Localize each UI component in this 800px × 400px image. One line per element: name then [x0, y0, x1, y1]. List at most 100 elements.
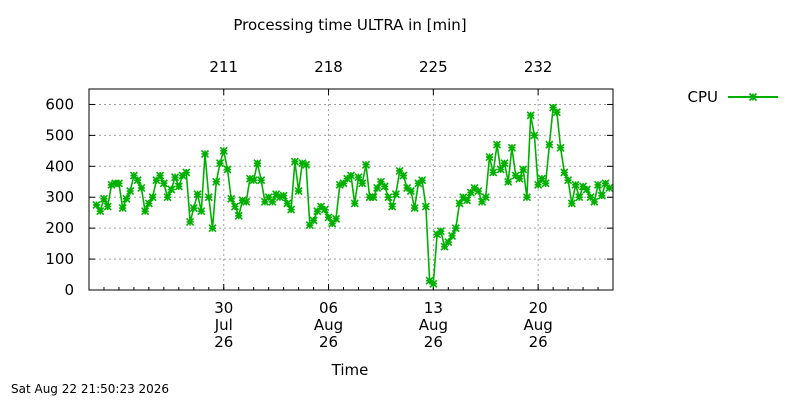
data-point — [500, 159, 509, 168]
y-tick-label: 300 — [45, 188, 74, 206]
data-point — [537, 174, 546, 183]
data-point — [309, 216, 318, 225]
data-point — [421, 202, 430, 211]
data-point — [193, 190, 202, 199]
data-point — [346, 171, 356, 180]
data-point — [361, 160, 371, 169]
data-point — [519, 165, 528, 174]
legend-marker-glyph — [748, 92, 758, 102]
data-point — [447, 231, 457, 240]
data-point — [384, 193, 393, 202]
data-point — [264, 193, 273, 202]
generated-timestamp: Sat Aug 22 21:50:23 2026 — [11, 382, 170, 396]
series-layer — [92, 103, 614, 288]
data-point — [388, 202, 397, 211]
data-point — [208, 224, 217, 233]
data-point — [522, 193, 531, 202]
data-point — [302, 160, 311, 169]
data-point — [451, 224, 460, 233]
x-tick-label: Jul — [214, 316, 233, 334]
data-point — [586, 193, 595, 202]
data-point — [474, 186, 483, 196]
legend: CPU — [688, 88, 778, 106]
data-point — [564, 176, 573, 185]
data-point — [485, 152, 494, 162]
data-point — [238, 196, 247, 205]
legend-label-cpu: CPU — [688, 88, 719, 106]
data-point — [219, 146, 228, 155]
data-point — [103, 202, 112, 211]
data-point — [174, 182, 183, 191]
x-tick-label: 26 — [529, 333, 548, 351]
data-point — [152, 176, 161, 185]
data-point — [122, 194, 131, 203]
data-point — [582, 185, 591, 194]
data-point — [462, 196, 472, 205]
data-point — [159, 179, 168, 188]
data-point — [275, 193, 284, 202]
x-top-tick-label: 225 — [419, 58, 448, 76]
x-tick-label: 26 — [424, 333, 443, 351]
data-point — [331, 214, 341, 223]
data-point — [324, 213, 333, 222]
data-point — [477, 197, 487, 206]
data-point — [605, 183, 614, 193]
data-point — [92, 200, 101, 210]
data-point — [541, 179, 550, 188]
data-point — [279, 191, 288, 200]
data-point — [354, 173, 363, 182]
data-point — [406, 186, 415, 196]
y-tick-label: 100 — [45, 250, 74, 268]
data-point — [590, 197, 599, 206]
data-point — [429, 279, 438, 288]
x-tick-label: 26 — [214, 333, 233, 351]
data-point — [369, 193, 378, 202]
data-point — [200, 149, 210, 159]
x-tick-label: Aug — [419, 316, 448, 334]
data-point — [249, 176, 258, 185]
chart-title: Processing time ULTRA in [min] — [233, 16, 466, 34]
data-point — [137, 183, 146, 193]
data-point — [242, 197, 251, 206]
data-point — [167, 185, 176, 194]
axis-layer: 010020030040050060030Jul2606Aug2613Aug26… — [45, 58, 614, 351]
data-point — [549, 103, 558, 112]
data-point — [126, 186, 135, 196]
data-point — [358, 179, 367, 188]
data-point — [556, 143, 565, 152]
data-point — [339, 179, 348, 188]
x-tick-label: 26 — [319, 333, 338, 351]
data-point — [96, 207, 105, 216]
y-tick-label: 600 — [45, 95, 74, 113]
data-point — [526, 111, 535, 120]
data-point — [111, 179, 120, 188]
x-top-tick-label: 211 — [209, 58, 238, 76]
data-point — [156, 171, 165, 180]
data-point — [515, 174, 524, 183]
data-point — [245, 174, 255, 183]
data-point — [552, 108, 561, 117]
data-point — [99, 194, 109, 203]
data-point — [534, 180, 543, 189]
data-point — [230, 202, 240, 211]
data-point — [257, 176, 266, 185]
data-point — [133, 176, 142, 185]
data-point — [545, 140, 554, 149]
x-tick-label: Aug — [523, 316, 552, 334]
y-tick-label: 500 — [45, 126, 74, 144]
data-point — [489, 168, 498, 177]
x-top-tick-label: 232 — [524, 58, 553, 76]
data-point — [320, 205, 329, 214]
data-point — [395, 166, 404, 176]
data-point — [481, 193, 490, 202]
data-point — [182, 168, 191, 177]
x-tick-label: Aug — [314, 316, 343, 334]
data-point — [444, 238, 453, 247]
data-point — [350, 199, 359, 208]
data-point — [496, 165, 505, 174]
data-point — [294, 186, 303, 196]
x-axis-label: Time — [331, 361, 369, 379]
data-point — [215, 159, 225, 168]
data-point — [163, 193, 172, 202]
